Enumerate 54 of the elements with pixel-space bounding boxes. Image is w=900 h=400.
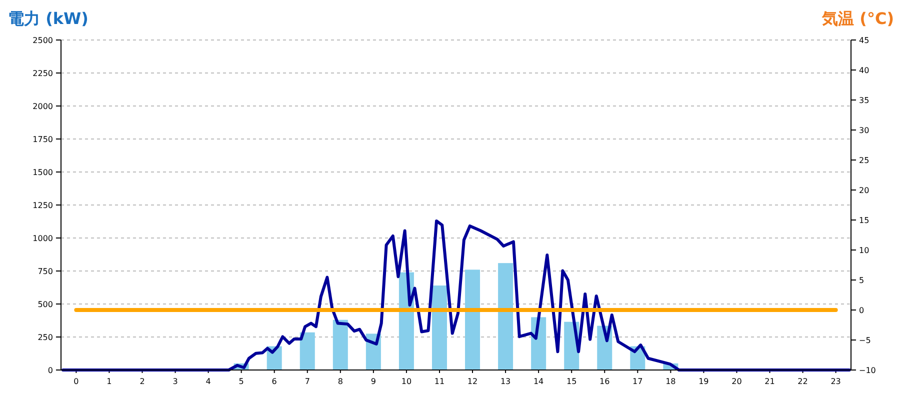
x-tick-label: 3 (172, 377, 178, 386)
y-tick-label: 500 (38, 300, 53, 309)
x-tick-label: 0 (74, 377, 79, 386)
y-tick-label: 2500 (32, 36, 53, 45)
bar (300, 332, 315, 370)
y2-tick-label: −10 (859, 366, 876, 375)
x-tick-label: 17 (632, 377, 643, 386)
y2-tick-label: −5 (859, 336, 871, 345)
y-tick-label: 2000 (32, 102, 53, 111)
x-tick-label: 7 (304, 377, 310, 386)
x-tick-label: 20 (732, 377, 742, 386)
bar (465, 270, 480, 370)
x-tick-label: 21 (764, 377, 775, 386)
y-axis-title: 電力 (kW) (8, 9, 88, 28)
y2-tick-label: 45 (859, 36, 870, 45)
y-tick-label: 1250 (32, 201, 53, 210)
x-tick-label: 19 (698, 377, 709, 386)
x-tick-label: 23 (830, 377, 841, 386)
y-tick-label: 750 (38, 267, 53, 276)
y-tick-label: 1000 (32, 234, 53, 243)
y-tick-label: 1500 (32, 168, 53, 177)
y2-tick-label: 5 (859, 276, 864, 285)
y2-tick-label: 15 (859, 216, 870, 225)
x-tick-label: 4 (206, 377, 211, 386)
x-tick-label: 14 (533, 377, 544, 386)
x-tick-label: 9 (370, 377, 376, 386)
y2-tick-label: 20 (859, 186, 870, 195)
y-tick-label: 0 (48, 366, 53, 375)
x-tick-label: 2 (140, 377, 145, 386)
x-tick-label: 10 (401, 377, 412, 386)
y2-tick-label: 35 (859, 96, 870, 105)
bar (498, 263, 514, 370)
x-tick-label: 11 (434, 377, 445, 386)
y2-tick-label: 25 (859, 156, 870, 165)
y-tick-label: 2250 (32, 69, 53, 78)
x-tick-label: 15 (566, 377, 577, 386)
x-tick-label: 22 (798, 377, 808, 386)
y-tick-label: 250 (38, 333, 53, 342)
x-tick-label: 5 (238, 377, 244, 386)
bar (432, 286, 447, 370)
y2-tick-label: 30 (859, 126, 870, 135)
x-tick-label: 6 (272, 377, 277, 386)
x-tick-label: 8 (338, 377, 343, 386)
y2-tick-label: 0 (859, 306, 864, 315)
y2-axis-title: 気温 (°C) (821, 9, 894, 28)
y2-tick-label: 40 (859, 66, 870, 75)
x-tick-label: 18 (666, 377, 676, 386)
x-tick-label: 12 (467, 377, 478, 386)
x-tick-label: 13 (500, 377, 511, 386)
y2-tick-label: 10 (859, 246, 870, 255)
bar (332, 320, 348, 370)
y-tick-label: 1750 (32, 135, 53, 144)
x-tick-label: 16 (600, 377, 610, 386)
x-tick-label: 1 (106, 377, 112, 386)
